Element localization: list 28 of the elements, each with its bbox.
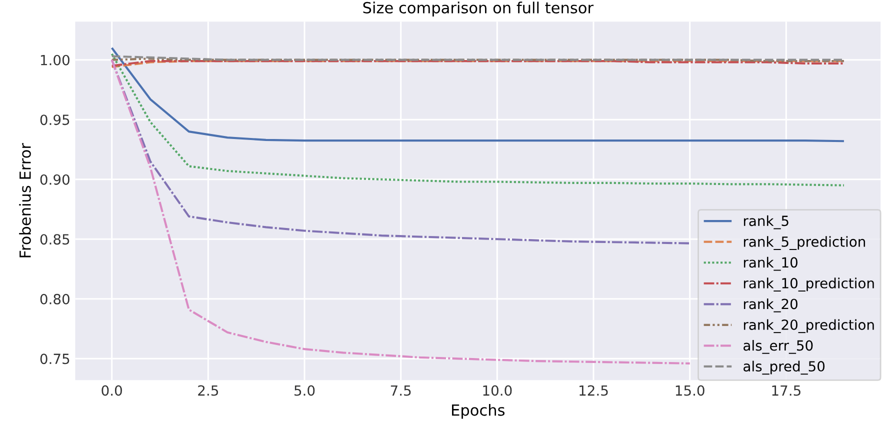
line-series bbox=[110, 52, 846, 186]
x-tick-label: 0.0 bbox=[102, 385, 122, 396]
x-tick-label: 2.5 bbox=[198, 385, 218, 396]
x-tick-label: 5.0 bbox=[294, 385, 315, 396]
line-series bbox=[110, 58, 691, 364]
legend-label: rank_10 bbox=[744, 256, 798, 271]
legend-label: rank_20 bbox=[744, 298, 798, 312]
x-tick-label: 15.0 bbox=[676, 385, 704, 396]
x-axis-title: Epochs bbox=[452, 404, 505, 419]
legend-label: rank_20_prediction bbox=[744, 319, 874, 334]
y-tick-label: 0.75 bbox=[40, 354, 70, 364]
legend-label: rank_5 bbox=[744, 215, 788, 230]
x-tick-label: 17.5 bbox=[772, 385, 800, 396]
y-tick-label: 1.00 bbox=[40, 54, 70, 66]
x-tick-label: 10.0 bbox=[483, 385, 512, 396]
x-tick-label: 12.5 bbox=[580, 385, 608, 396]
legend-label: rank_10_prediction bbox=[744, 278, 874, 292]
legend-label: als_err_50 bbox=[744, 340, 813, 354]
x-tick-label: 7.5 bbox=[390, 385, 411, 396]
y-axis-title: Frobenius Error bbox=[19, 143, 31, 258]
line-series bbox=[110, 46, 846, 142]
y-tick-label: 0.90 bbox=[40, 174, 70, 185]
legend-label: als_pred_50 bbox=[744, 360, 825, 375]
y-tick-label: 0.85 bbox=[40, 234, 70, 245]
y-tick-label: 0.95 bbox=[40, 114, 70, 126]
y-tick-label: 0.80 bbox=[40, 294, 70, 304]
legend-label: rank_5_prediction bbox=[744, 236, 866, 250]
chart-title: Size comparison on full tensor bbox=[363, 2, 594, 16]
